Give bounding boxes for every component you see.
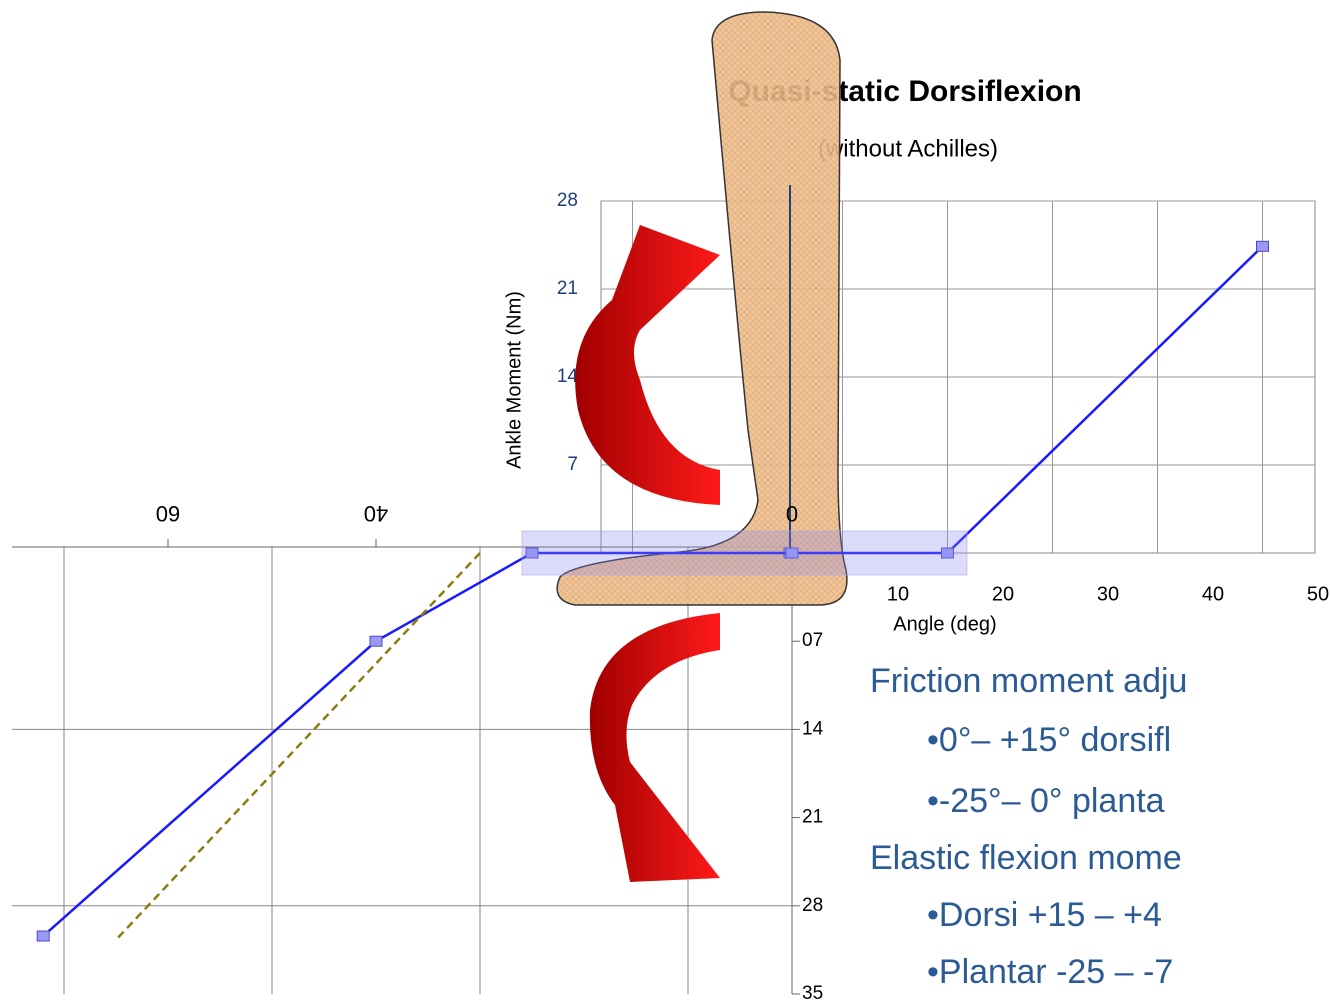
data-point [1256, 240, 1269, 252]
x-tick-label: 30 [1097, 583, 1119, 605]
text-line: Elastic flexion mome [870, 839, 1182, 877]
x-tick-label: 40 [364, 501, 388, 526]
y-tick-label: 28 [557, 190, 578, 211]
x-axis-label: Angle (deg) [893, 613, 996, 635]
y-tick-label: 14 [802, 718, 824, 739]
guide-line [115, 552, 481, 941]
y-tick-label: 07 [802, 630, 823, 651]
text-line: •Dorsi +15 – +4 [927, 896, 1162, 934]
y-tick-label: 28 [802, 895, 823, 916]
data-point [941, 547, 954, 559]
data-line [42, 551, 792, 937]
text-line: •Plantar -25 – -7 [927, 953, 1173, 991]
chart-foreground: 10 20 30 40 50 Angle (deg) 60 40 0 07 14 21 28 35 [36, 185, 1329, 1004]
x-tick-label: 60 [156, 501, 180, 526]
x-tick-label: 10 [887, 583, 909, 605]
text-line: •-25°– 0° planta [927, 782, 1165, 820]
x-tick-label: 20 [992, 583, 1014, 605]
x-tick-label: 40 [1202, 583, 1224, 605]
x-tick-label: 50 [1307, 583, 1329, 605]
foot-illustration [556, 11, 848, 606]
y-tick-label: 7 [567, 454, 578, 475]
y-tick-label: 21 [802, 807, 823, 828]
data-line [790, 245, 1264, 555]
y-tick-label: 14 [557, 366, 579, 387]
y-tick-label: 21 [557, 278, 578, 299]
data-point [525, 547, 539, 559]
data-point [36, 930, 50, 942]
joint-highlight [521, 530, 968, 576]
text-line: Friction moment adju [870, 662, 1187, 700]
chart-subtitle: (without Achilles) [818, 135, 998, 162]
y-tick-label: 35 [802, 983, 823, 1004]
text-block: Friction moment adju •0°– +15° dorsifl •-2… [870, 662, 1187, 991]
x-tick-label: 0 [786, 501, 798, 526]
data-point [369, 635, 383, 647]
data-point [785, 547, 799, 559]
rotation-arrow-down [589, 613, 720, 882]
text-line: •0°– +15° dorsifl [927, 721, 1171, 759]
y-axis-label: Ankle Moment (Nm) [503, 291, 525, 469]
rotation-arrow-up [575, 225, 720, 505]
